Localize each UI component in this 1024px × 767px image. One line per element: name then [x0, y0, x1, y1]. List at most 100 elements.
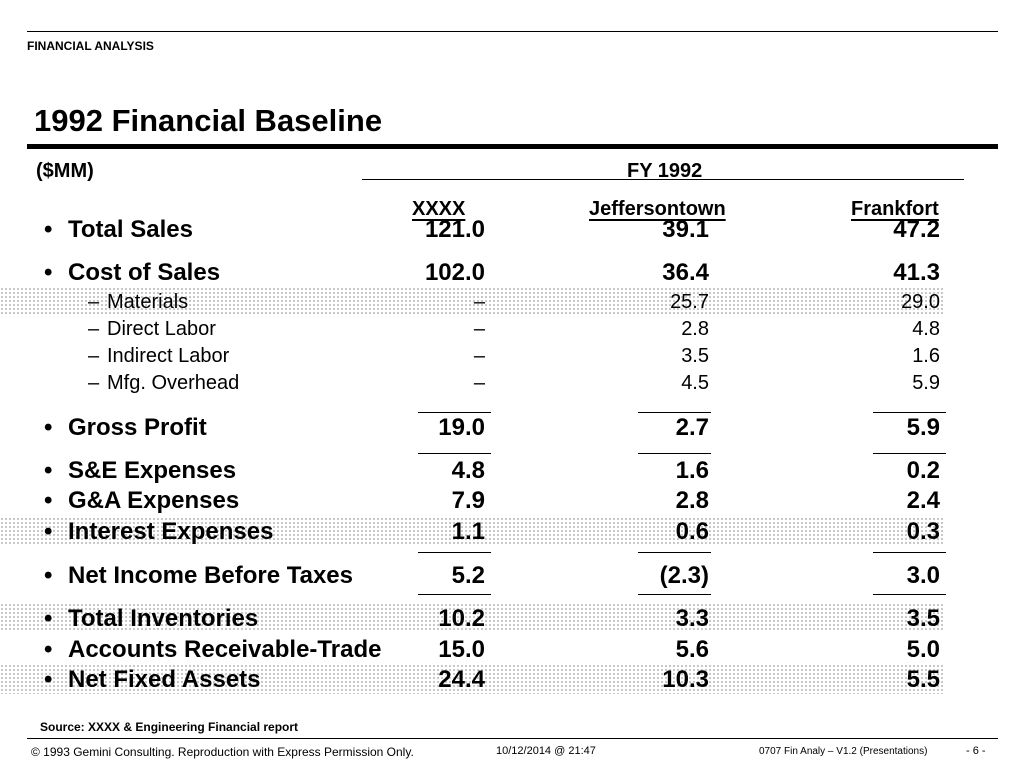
- cell-jeffersontown: 1.6: [675, 457, 709, 484]
- total-rule: [873, 594, 946, 595]
- highlight-band-interest: [0, 517, 945, 545]
- row-label: Cost of Sales: [68, 259, 221, 286]
- cell-frankfort: 1.6: [912, 345, 940, 367]
- subtotal-rule: [418, 453, 491, 454]
- cell-frankfort: 5.5: [906, 666, 940, 693]
- cell-xxxx: 10.2: [438, 605, 485, 632]
- dash: –: [88, 318, 100, 340]
- row-label: Total Inventories: [68, 605, 259, 632]
- cell-frankfort: 29.0: [901, 291, 940, 313]
- highlight-band-materials: [0, 287, 945, 315]
- cell-frankfort: 41.3: [893, 259, 940, 286]
- row-label: Indirect Labor: [107, 345, 230, 367]
- dash: –: [88, 291, 100, 313]
- dash: –: [88, 345, 100, 367]
- column-header-jeffersontown: Jeffersontown: [589, 198, 726, 220]
- source-note: Source: XXXX & Engineering Financial rep…: [40, 720, 299, 734]
- cell-jeffersontown: 2.7: [675, 414, 709, 441]
- cell-frankfort: 5.9: [912, 372, 940, 394]
- bullet: •: [44, 414, 53, 441]
- cell-frankfort: 5.9: [906, 414, 940, 441]
- subtotal-rule: [873, 552, 946, 553]
- subtotal-rule: [418, 552, 491, 553]
- cell-jeffersontown: 0.6: [675, 518, 709, 545]
- page-title: 1992 Financial Baseline: [34, 103, 383, 138]
- highlight-band-fixed-assets: [0, 664, 945, 694]
- subtotal-rule: [873, 412, 946, 413]
- bullet: •: [44, 457, 53, 484]
- row-label: Net Income Before Taxes: [68, 562, 353, 589]
- subtotal-rule: [638, 453, 711, 454]
- cell-frankfort: 0.2: [906, 457, 940, 484]
- row-label: Mfg. Overhead: [107, 372, 240, 394]
- cell-xxxx: –: [473, 345, 485, 367]
- cell-jeffersontown: 4.5: [681, 372, 709, 394]
- cell-jeffersontown: 3.5: [681, 345, 709, 367]
- bullet: •: [44, 666, 53, 693]
- cell-xxxx: 121.0: [424, 216, 485, 243]
- cell-xxxx: 102.0: [424, 259, 485, 286]
- cell-frankfort: 2.4: [906, 487, 940, 514]
- subtotal-rule: [873, 453, 946, 454]
- cell-xxxx: 4.8: [451, 457, 485, 484]
- section-label: FINANCIAL ANALYSIS: [27, 39, 154, 53]
- footer-copyright: © 1993 Gemini Consulting. Reproduction w…: [31, 745, 414, 759]
- column-header-frankfort: Frankfort: [851, 198, 939, 220]
- subtotal-rule: [638, 552, 711, 553]
- footer-rule: [27, 738, 998, 739]
- cell-jeffersontown: 25.7: [670, 291, 709, 313]
- cell-jeffersontown: 2.8: [681, 318, 709, 340]
- period-header-rule: [362, 179, 964, 180]
- row-label: Direct Labor: [107, 318, 216, 340]
- total-rule: [418, 594, 491, 595]
- bullet: •: [44, 259, 53, 286]
- period-header: FY 1992: [627, 160, 703, 182]
- cell-frankfort: 3.0: [906, 562, 940, 589]
- cell-jeffersontown: 2.8: [675, 487, 709, 514]
- cell-xxxx: 1.1: [451, 518, 485, 545]
- footer-timestamp: 10/12/2014 @ 21:47: [496, 745, 596, 757]
- row-label: Interest Expenses: [68, 518, 274, 545]
- cell-frankfort: 3.5: [906, 605, 940, 632]
- cell-xxxx: –: [473, 372, 485, 394]
- dash: –: [88, 372, 100, 394]
- cell-xxxx: –: [473, 318, 485, 340]
- footer-page-number: - 6 -: [966, 745, 986, 757]
- subtotal-rule: [418, 412, 491, 413]
- column-header-xxxx: XXXX: [412, 198, 466, 220]
- row-label: Net Fixed Assets: [68, 666, 261, 693]
- row-label: S&E Expenses: [68, 457, 237, 484]
- cell-jeffersontown: 10.3: [662, 666, 709, 693]
- cell-jeffersontown: (2.3): [659, 562, 709, 589]
- cell-xxxx: 15.0: [438, 636, 485, 663]
- bullet: •: [44, 518, 53, 545]
- footer-doc-ref: 0707 Fin Analy – V1.2 (Presentations): [759, 746, 928, 757]
- cell-jeffersontown: 36.4: [662, 259, 709, 286]
- cell-frankfort: 5.0: [906, 636, 940, 663]
- cell-xxxx: 24.4: [438, 666, 485, 693]
- cell-xxxx: 7.9: [451, 487, 485, 514]
- cell-jeffersontown: 39.1: [662, 216, 709, 243]
- row-label: Total Sales: [68, 216, 193, 243]
- cell-frankfort: 47.2: [893, 216, 940, 243]
- row-label: Materials: [107, 291, 189, 313]
- units-label: ($MM): [36, 160, 94, 182]
- cell-jeffersontown: 3.3: [675, 605, 709, 632]
- bullet: •: [44, 605, 53, 632]
- bullet: •: [44, 216, 53, 243]
- cell-jeffersontown: 5.6: [675, 636, 709, 663]
- row-label: Gross Profit: [68, 414, 207, 441]
- bullet: •: [44, 487, 53, 514]
- cell-frankfort: 4.8: [912, 318, 940, 340]
- row-label: Accounts Receivable-Trade: [68, 636, 382, 663]
- cell-frankfort: 0.3: [906, 518, 940, 545]
- title-rule: [27, 144, 998, 149]
- row-label: G&A Expenses: [68, 487, 240, 514]
- top-rule: [27, 31, 998, 32]
- total-rule: [638, 594, 711, 595]
- subtotal-rule: [638, 412, 711, 413]
- bullet: •: [44, 636, 53, 663]
- cell-xxxx: 5.2: [451, 562, 485, 589]
- highlight-band-inventories: [0, 603, 945, 631]
- cell-xxxx: –: [473, 291, 485, 313]
